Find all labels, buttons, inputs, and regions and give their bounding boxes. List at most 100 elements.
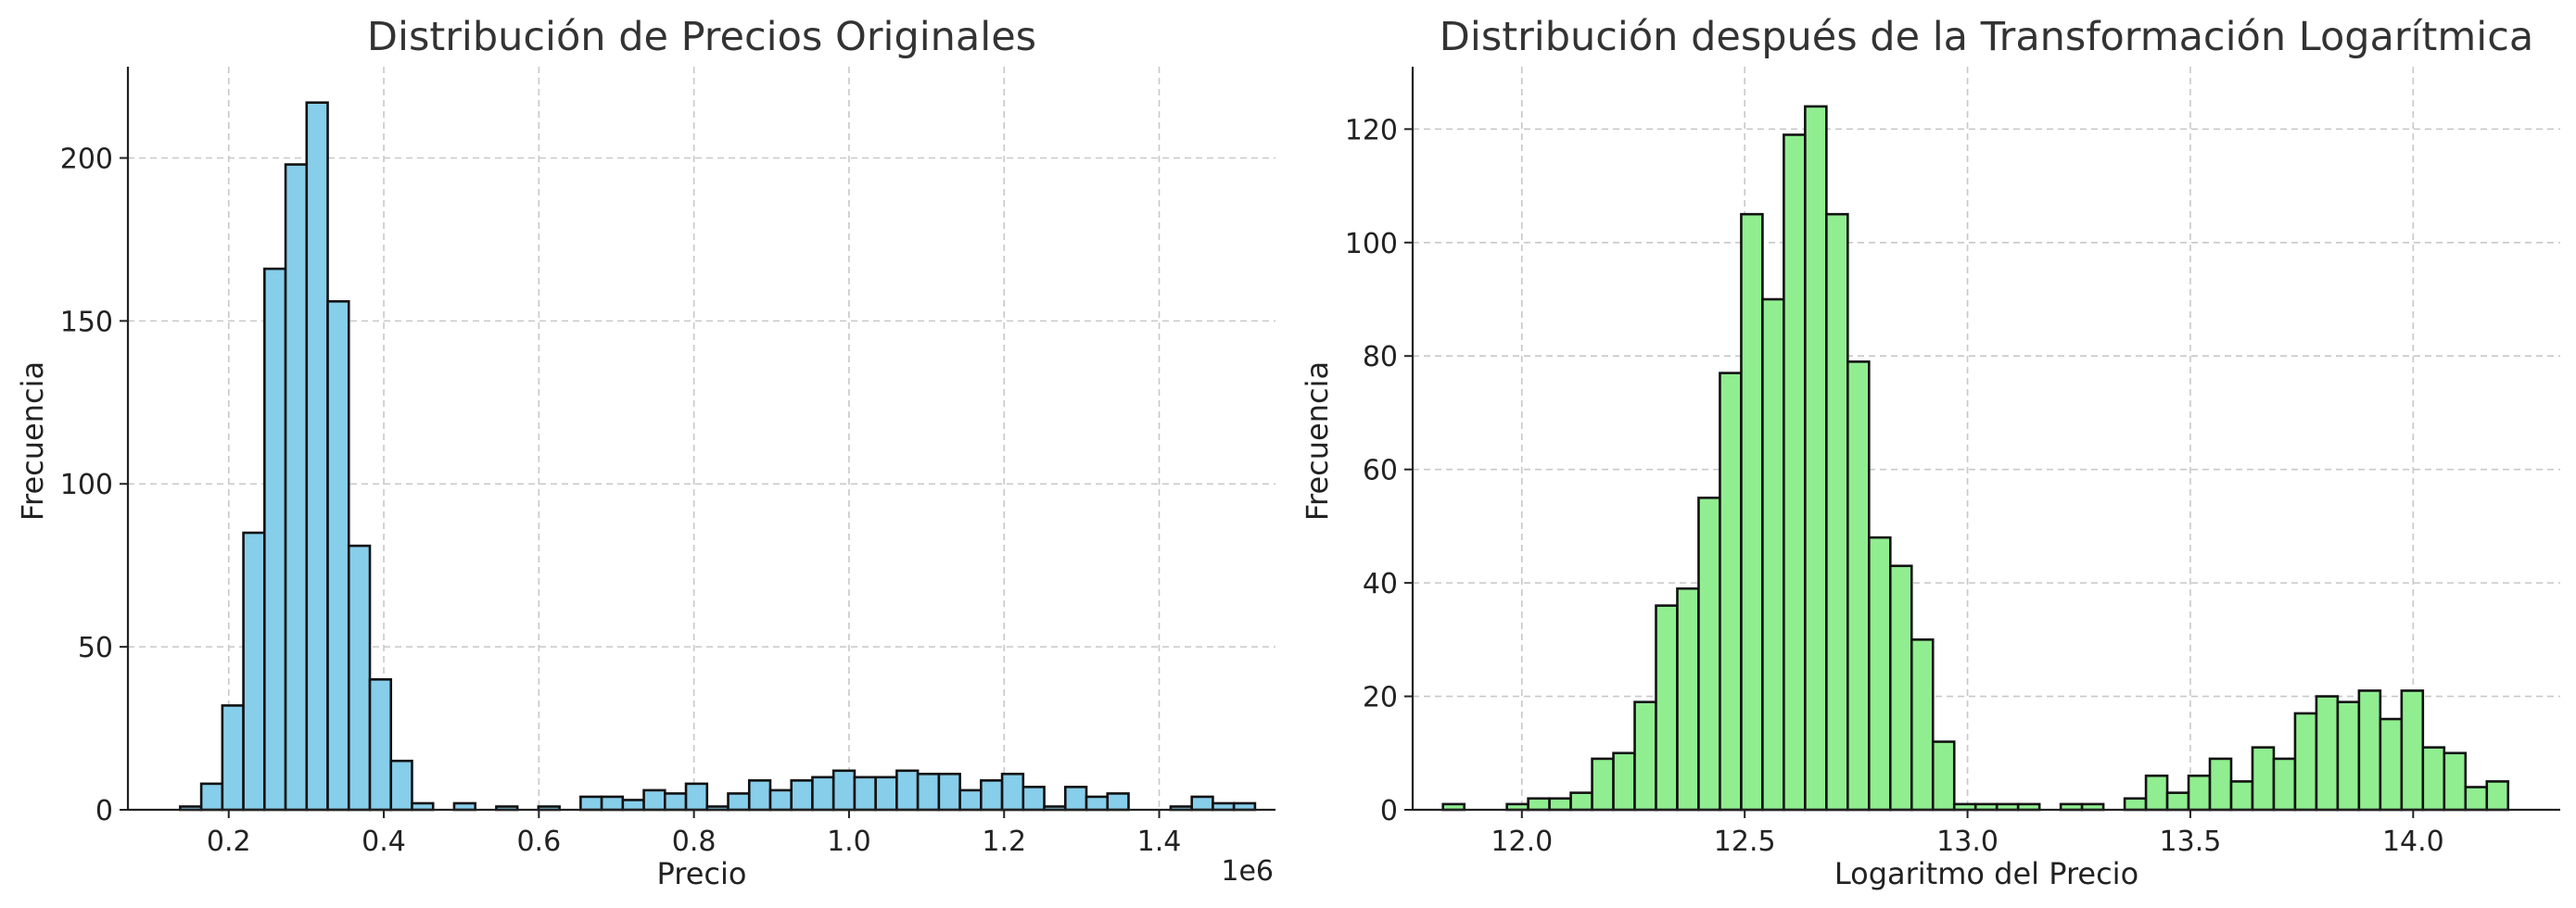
- histogram-bar: [2421, 746, 2446, 812]
- histogram-bar: [347, 544, 372, 812]
- y-axis-label: Frecuencia: [15, 361, 50, 521]
- histogram-bar: [2336, 700, 2361, 812]
- histogram-bar: [1190, 795, 1214, 812]
- histogram-bar: [1804, 105, 1828, 812]
- axes: 0.2 0.4 0.6 0.8 1.0 1.2 1.4 0 50 100 150 200: [60, 67, 1275, 858]
- histogram-bar: [1888, 564, 1913, 812]
- histogram-bar: [1676, 586, 1700, 812]
- histogram-bar: [1106, 792, 1130, 812]
- x-tick-label: 0.8: [672, 826, 717, 858]
- x-tick-label: 0.6: [516, 826, 561, 858]
- histogram-bar: [621, 799, 645, 812]
- histogram-bar: [600, 795, 625, 812]
- histogram-original-prices: 0.2 0.4 0.6 0.8 1.0 1.2 1.4 0 50 100 150 200 Distri…: [15, 14, 1275, 891]
- histogram-bar: [684, 782, 709, 812]
- histogram-bar: [1761, 297, 1785, 812]
- y-tick-label: 100: [60, 469, 113, 501]
- histogram-bar: [1612, 751, 1636, 812]
- histogram-bar: [1846, 360, 1871, 812]
- histogram-bar: [916, 773, 941, 812]
- y-tick-label: 80: [1363, 341, 1398, 373]
- y-tick-label: 50: [78, 632, 113, 664]
- histogram-bar: [1022, 786, 1046, 812]
- x-tick-label: 1.4: [1137, 826, 1182, 858]
- x-tick-label: 12.5: [1714, 826, 1776, 858]
- histogram-bar: [642, 788, 666, 812]
- histogram-bar: [1085, 795, 1110, 812]
- histogram-bar: [368, 677, 393, 812]
- histogram-bar: [790, 779, 814, 812]
- y-tick-label: 200: [60, 143, 113, 175]
- y-tick-label: 40: [1363, 568, 1398, 600]
- chart-title: Distribución de Precios Originales: [367, 14, 1036, 60]
- histogram-bar: [2379, 717, 2404, 812]
- x-axis-offset-label: 1e6: [1221, 855, 1274, 888]
- histogram-bar: [895, 769, 920, 812]
- histogram-bar: [326, 299, 350, 812]
- histogram-bar: [853, 776, 877, 812]
- histogram-bar: [811, 776, 835, 812]
- chart-title: Distribución después de la Transformació…: [1440, 14, 2533, 60]
- histogram-bar: [1740, 212, 1764, 812]
- histogram-bar: [2144, 774, 2169, 812]
- histogram-bar: [1655, 604, 1679, 812]
- histogram-bar: [1931, 740, 1956, 812]
- histogram-bar: [199, 782, 224, 812]
- x-tick-label: 14.0: [2382, 826, 2444, 858]
- histogram-bar: [831, 769, 857, 812]
- histogram-bar: [2272, 757, 2297, 812]
- histogram-bar: [1719, 372, 1743, 812]
- y-tick-label: 0: [95, 795, 113, 827]
- histogram-bar: [1000, 773, 1025, 812]
- histogram-bar: [2187, 774, 2212, 812]
- histogram-bar: [1825, 212, 1849, 812]
- y-tick-label: 60: [1363, 455, 1398, 487]
- histogram-bar: [980, 779, 1004, 812]
- y-tick-label: 100: [1345, 228, 1398, 260]
- histogram-bar: [1063, 786, 1088, 812]
- histogram-bar: [2123, 797, 2148, 812]
- grid-lines: [1413, 67, 2560, 810]
- x-axis-label: Precio: [657, 856, 747, 891]
- histogram-log-prices: 12.0 12.5 13.0 13.5 14.0 0 20 40 60 80 100 120 Dist…: [1300, 14, 2560, 891]
- histogram-bar: [1591, 757, 1615, 812]
- histogram-bar: [2251, 746, 2276, 812]
- histogram-bar: [2464, 786, 2489, 812]
- histogram-bar: [2165, 791, 2190, 812]
- histogram-bar: [2208, 757, 2233, 812]
- y-tick-label: 20: [1363, 682, 1398, 714]
- histogram-bar: [2443, 751, 2468, 812]
- y-tick-label: 120: [1345, 114, 1398, 146]
- x-tick-label: 1.2: [982, 826, 1026, 858]
- histogram-bar: [937, 773, 961, 812]
- histogram-bar: [2400, 689, 2425, 812]
- histogram-bar: [1868, 536, 1892, 812]
- histogram-bar: [1569, 791, 1593, 812]
- x-tick-label: 12.0: [1491, 826, 1553, 858]
- histogram-bar: [874, 776, 898, 812]
- histogram-bar: [1548, 797, 1572, 812]
- histogram-bar: [305, 101, 329, 812]
- histogram-bar: [1783, 133, 1807, 812]
- histogram-bar: [2315, 695, 2340, 812]
- histogram-bar: [2293, 712, 2318, 812]
- x-tick-label: 1.0: [827, 826, 871, 858]
- histogram-bar: [263, 267, 287, 812]
- histogram-bar: [958, 788, 983, 812]
- histogram-bars: [179, 101, 1257, 812]
- y-tick-label: 150: [60, 306, 113, 338]
- x-tick-label: 13.0: [1936, 826, 1999, 858]
- histogram-bar: [2485, 780, 2510, 812]
- x-tick-label: 0.2: [207, 826, 251, 858]
- histogram-bar: [2229, 780, 2254, 812]
- histogram-bar: [664, 792, 688, 812]
- histogram-bar: [1697, 496, 1721, 812]
- histogram-bar: [2357, 689, 2382, 812]
- x-tick-label: 13.5: [2160, 826, 2222, 858]
- y-axis-label: Frecuencia: [1300, 361, 1335, 521]
- histogram-bars: [1441, 105, 2510, 812]
- histogram-bar: [1910, 638, 1935, 812]
- histogram-bar: [1633, 700, 1657, 812]
- histogram-bar: [242, 531, 266, 812]
